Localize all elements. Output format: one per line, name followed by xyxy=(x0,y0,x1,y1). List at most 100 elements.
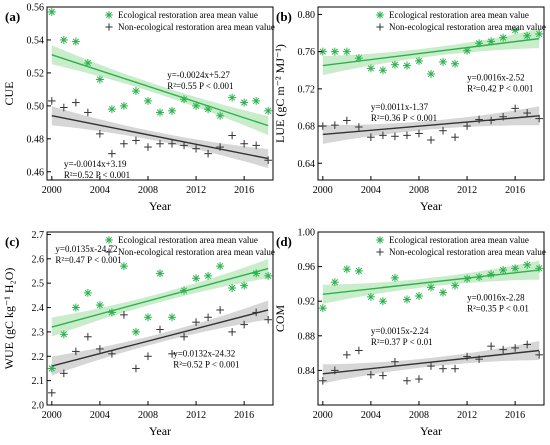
noneco-data-point xyxy=(192,318,200,326)
x-tick-label: 2016 xyxy=(234,185,254,196)
noneco-data-point xyxy=(132,364,140,373)
noneco-data-point xyxy=(252,308,260,317)
marker-stroke xyxy=(180,96,188,103)
eco-data-point xyxy=(487,37,496,46)
y-axis-title: LUE (gC m⁻² MJ⁻¹) xyxy=(273,44,287,143)
legend-noneco: Non-ecological restoration area mean val… xyxy=(376,247,546,257)
eco-data-point xyxy=(451,281,460,290)
noneco-data-point xyxy=(264,156,272,165)
eco-data-point xyxy=(71,37,80,46)
marker-stroke xyxy=(499,34,507,41)
y-tick-label: 2.2 xyxy=(32,352,45,363)
eco-data-point xyxy=(95,301,104,310)
eco-data-point xyxy=(523,31,532,40)
marker-stroke xyxy=(60,36,67,44)
x-tick-label: 2012 xyxy=(457,185,477,196)
marker-stroke xyxy=(487,38,495,45)
eco-data-point xyxy=(264,271,273,280)
fit-line xyxy=(322,269,540,295)
marker-stroke xyxy=(319,304,326,312)
eco-data-point xyxy=(131,87,140,96)
fit-equation: y=0.0016x-2.52 xyxy=(467,72,525,82)
marker-stroke xyxy=(379,298,387,305)
eco-data-point xyxy=(59,35,68,44)
marker-stroke xyxy=(60,331,67,338)
x-tick-label: 2004 xyxy=(361,410,381,421)
marker-stroke xyxy=(536,30,543,38)
noneco-data-point xyxy=(487,342,495,350)
x-tick-label: 2000 xyxy=(42,185,62,196)
marker-stroke xyxy=(240,282,248,289)
noneco-data-point xyxy=(132,136,140,145)
y-tick-label: 0.80 xyxy=(298,10,316,21)
eco-data-point xyxy=(499,266,508,275)
x-tick-label: 2004 xyxy=(90,185,110,196)
y-axis-title: WUE (gC kg⁻¹ H₂O) xyxy=(2,268,16,370)
eco-data-point xyxy=(264,106,273,115)
eco-data-point xyxy=(378,297,387,306)
panel-b: 2000 2004 2008 2012 2016 0.64 0.68 0.72 0.76 0.80… xyxy=(273,6,546,213)
noneco-data-point xyxy=(48,389,56,397)
noneco-data-point xyxy=(319,376,327,385)
fit-equation: y=0.0015x-2.24 xyxy=(371,326,429,336)
marker-stroke xyxy=(156,109,164,116)
x-tick-label: 2004 xyxy=(361,185,381,196)
legend-eco: Ecological restoration area mean value xyxy=(376,235,529,245)
eco-data-point xyxy=(168,313,177,322)
noneco-data-point xyxy=(84,108,92,117)
eco-data-point xyxy=(119,101,128,110)
plot-frame xyxy=(46,231,274,406)
x-axis-title: Year xyxy=(420,199,442,213)
x-tick-label: 2008 xyxy=(409,410,429,421)
eco-data-point xyxy=(59,330,68,339)
eco-data-point xyxy=(390,273,399,282)
noneco-data-point xyxy=(403,376,411,385)
marker-stroke xyxy=(524,32,531,39)
noneco-data-point xyxy=(511,344,519,352)
marker-stroke xyxy=(253,270,260,277)
noneco-data-point xyxy=(228,328,236,336)
noneco-data-point xyxy=(240,139,248,148)
legend-marker xyxy=(105,236,113,244)
eco-data-point xyxy=(83,288,92,297)
y-tick-label: 0.52 xyxy=(27,68,45,79)
eco-data-point xyxy=(451,59,460,68)
plot-frame xyxy=(46,6,274,181)
y-tick-label: 2.0 xyxy=(32,401,45,412)
panel-label: (b) xyxy=(276,9,292,24)
marker-stroke xyxy=(156,270,164,277)
noneco-data-point xyxy=(487,116,495,125)
legend-marker xyxy=(105,11,113,19)
marker-stroke xyxy=(216,112,224,119)
eco-data-point xyxy=(156,269,164,278)
eco-data-point xyxy=(463,46,472,55)
noneco-data-point xyxy=(343,351,351,359)
marker-stroke xyxy=(427,284,435,291)
fit-equation: R²=0.36 P < 0.001 xyxy=(371,113,437,123)
noneco-data-point xyxy=(84,332,92,341)
x-tick-label: 2000 xyxy=(313,185,333,196)
marker-stroke xyxy=(72,38,80,45)
eco-data-point xyxy=(463,274,472,283)
noneco-data-point xyxy=(240,320,248,329)
noneco-data-point xyxy=(144,352,152,361)
eco-data-point xyxy=(47,7,56,16)
marker-stroke xyxy=(48,8,55,16)
noneco-data-point xyxy=(96,130,104,138)
eco-data-point xyxy=(427,69,435,78)
marker-stroke xyxy=(192,102,200,110)
eco-data-point xyxy=(342,47,351,56)
marker-stroke xyxy=(265,272,272,280)
marker-stroke xyxy=(204,272,212,280)
marker-stroke xyxy=(84,59,92,67)
x-tick-label: 2008 xyxy=(138,185,158,196)
marker-stroke xyxy=(391,61,399,68)
eco-data-point xyxy=(192,274,201,283)
noneco-data-point xyxy=(168,350,176,358)
eco-data-point xyxy=(414,56,423,65)
fit-equation: y=0.0132x-24.32 xyxy=(173,349,235,359)
eco-data-point xyxy=(240,281,249,290)
noneco-data-point xyxy=(216,143,224,151)
marker-stroke xyxy=(120,102,128,110)
